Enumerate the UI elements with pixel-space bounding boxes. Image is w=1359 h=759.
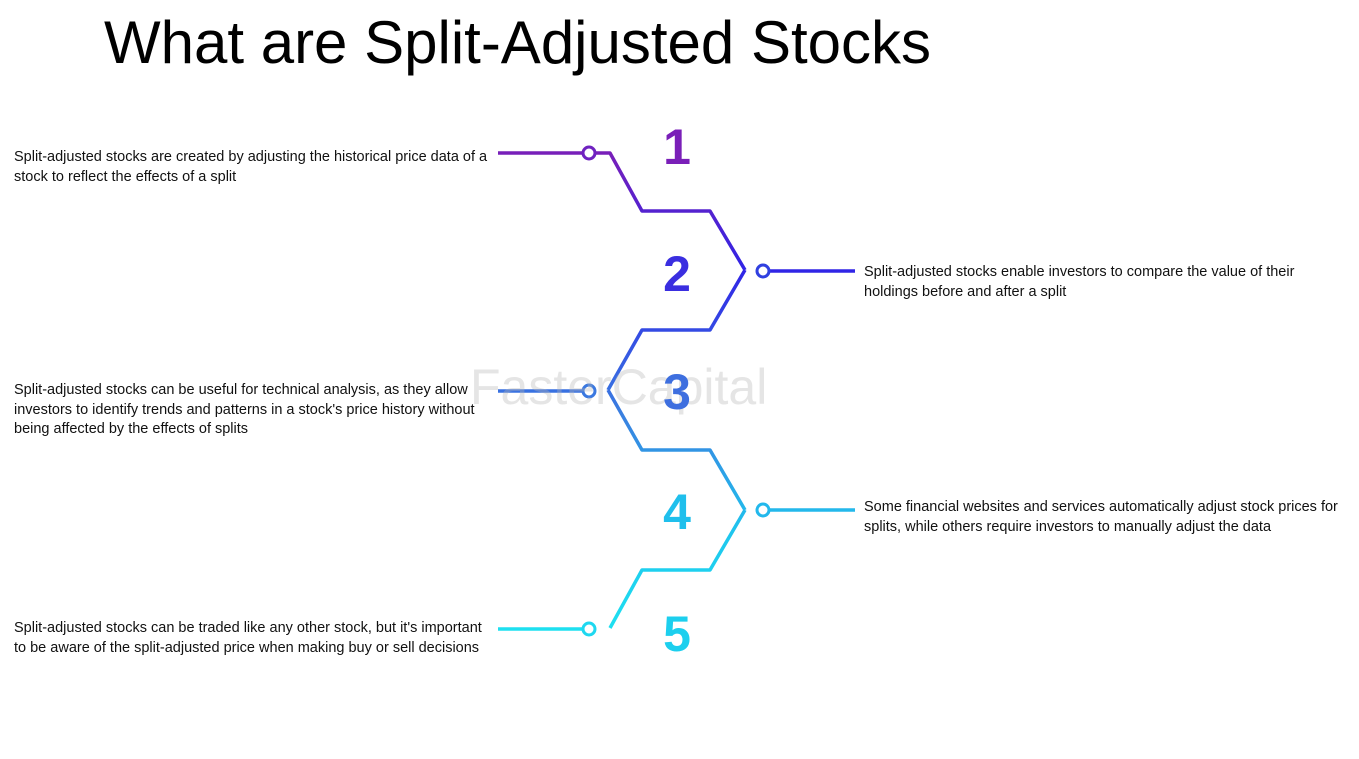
step-text: Split-adjusted stocks can be useful for … xyxy=(14,382,475,437)
watermark: FasterCapital xyxy=(470,359,768,415)
step-text: Split-adjusted stocks enable investors t… xyxy=(864,264,1295,300)
step-text: Split-adjusted stocks are created by adj… xyxy=(14,149,488,185)
step-number: 5 xyxy=(663,606,691,662)
step-number: 1 xyxy=(663,119,691,175)
step-number: 2 xyxy=(663,246,691,302)
dot xyxy=(755,263,771,279)
step-text: Some financial websites and services aut… xyxy=(864,499,1338,535)
dot xyxy=(581,383,597,399)
title: What are Split-Adjusted Stocks xyxy=(104,9,932,76)
connector-lines xyxy=(498,151,855,631)
dot xyxy=(581,621,597,637)
zigzag-path xyxy=(498,151,855,631)
dot xyxy=(581,145,597,161)
connector-dots xyxy=(581,145,771,637)
dot xyxy=(755,502,771,518)
step-number: 4 xyxy=(663,484,691,540)
step-text: Split-adjusted stocks can be traded like… xyxy=(14,620,482,656)
step-number: 3 xyxy=(663,364,691,420)
